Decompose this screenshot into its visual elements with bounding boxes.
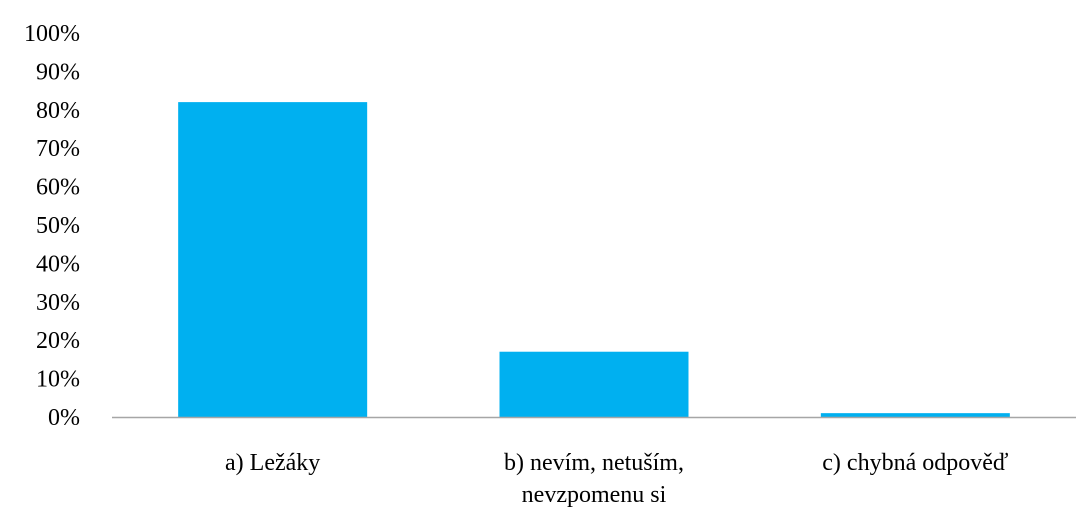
x-axis-category-labels: a) Ležáky b) nevím, netuším, nevzpomenu si… xyxy=(225,450,1009,508)
x-category-label: a) Ležáky xyxy=(225,450,320,476)
y-tick-label: 50% xyxy=(36,213,80,239)
y-axis-tick-labels: 0% 10% 20% 30% 40% 50% 60% 70% 80% 90% 100% xyxy=(24,21,80,431)
y-tick-label: 30% xyxy=(36,290,80,316)
bars-group xyxy=(178,102,1010,418)
y-tick-label: 60% xyxy=(36,175,80,201)
y-tick-label: 100% xyxy=(24,21,80,47)
y-tick-label: 90% xyxy=(36,59,80,85)
y-tick-label: 40% xyxy=(36,251,80,277)
bar xyxy=(820,413,1010,417)
y-tick-label: 20% xyxy=(36,328,80,354)
y-tick-label: 70% xyxy=(36,136,80,162)
x-category-label: nevzpomenu si xyxy=(522,482,667,508)
y-tick-label: 10% xyxy=(36,367,80,393)
y-tick-label: 0% xyxy=(48,405,80,431)
y-tick-label: 80% xyxy=(36,98,80,124)
bar xyxy=(178,102,368,418)
x-category-label: b) nevím, netuším, xyxy=(504,450,684,476)
x-category-label: c) chybná odpověď xyxy=(822,450,1009,476)
bar xyxy=(499,351,689,417)
